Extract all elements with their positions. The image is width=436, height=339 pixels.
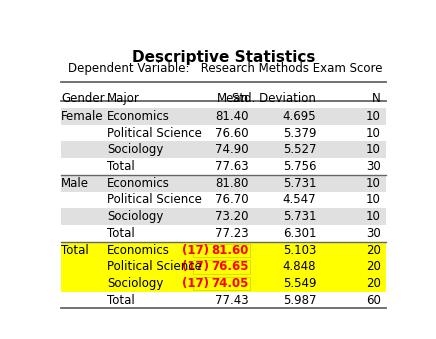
Bar (61, 108, 385, 125)
Text: 76.65: 76.65 (211, 260, 249, 273)
Bar (61, 242, 385, 258)
Bar (61, 292, 385, 308)
Text: 10: 10 (366, 143, 381, 156)
Text: Political Science: Political Science (107, 194, 202, 206)
Text: 30: 30 (366, 160, 381, 173)
Bar (61, 158, 385, 175)
Text: Major: Major (107, 92, 140, 104)
Text: Sociology: Sociology (107, 210, 163, 223)
Text: Economics: Economics (107, 110, 170, 123)
Text: Economics: Economics (107, 243, 170, 257)
Text: 5.527: 5.527 (283, 143, 317, 156)
Text: 10: 10 (366, 194, 381, 206)
Text: 81.80: 81.80 (215, 177, 249, 190)
Text: Female: Female (61, 110, 104, 123)
Bar (61, 208, 385, 225)
Text: Total: Total (107, 227, 135, 240)
Text: 10: 10 (366, 110, 381, 123)
Text: N: N (372, 92, 381, 104)
Text: 5.731: 5.731 (283, 210, 317, 223)
Text: Political Science: Political Science (107, 260, 202, 273)
Bar (193, 244, 250, 257)
Bar (61, 192, 385, 208)
Text: 76.60: 76.60 (215, 126, 249, 140)
Bar (193, 277, 250, 290)
Text: 77.43: 77.43 (215, 294, 249, 307)
Text: 10: 10 (366, 126, 381, 140)
Text: 77.63: 77.63 (215, 160, 249, 173)
Bar (193, 260, 250, 274)
Text: (17): (17) (182, 277, 209, 290)
Text: (17): (17) (182, 243, 209, 257)
Text: 6.301: 6.301 (283, 227, 317, 240)
Text: Sociology: Sociology (107, 277, 163, 290)
Text: Sociology: Sociology (107, 143, 163, 156)
Text: 4.547: 4.547 (283, 194, 317, 206)
Bar (61, 141, 385, 158)
Text: 20: 20 (366, 277, 381, 290)
Text: 4.848: 4.848 (283, 260, 317, 273)
Text: Mean: Mean (217, 92, 249, 104)
Text: 81.40: 81.40 (215, 110, 249, 123)
Text: Gender: Gender (61, 92, 105, 104)
Bar (61, 125, 385, 141)
Text: 74.05: 74.05 (211, 277, 249, 290)
Bar (61, 225, 385, 242)
Text: 77.23: 77.23 (215, 227, 249, 240)
Text: Dependent Variable:   Research Methods Exam Score: Dependent Variable: Research Methods Exa… (68, 62, 382, 75)
Text: 30: 30 (366, 227, 381, 240)
Text: 5.987: 5.987 (283, 294, 317, 307)
Text: 5.379: 5.379 (283, 126, 317, 140)
Text: 60: 60 (366, 294, 381, 307)
Text: Std. Deviation: Std. Deviation (232, 92, 317, 104)
Text: 5.549: 5.549 (283, 277, 317, 290)
Text: (17): (17) (182, 260, 209, 273)
Text: 10: 10 (366, 210, 381, 223)
Text: Male: Male (61, 177, 89, 190)
Text: 5.731: 5.731 (283, 177, 317, 190)
Text: 20: 20 (366, 243, 381, 257)
Text: 10: 10 (366, 177, 381, 190)
Text: 5.756: 5.756 (283, 160, 317, 173)
Text: Total: Total (107, 294, 135, 307)
Text: 5.103: 5.103 (283, 243, 317, 257)
Bar (61, 175, 385, 192)
Text: Total: Total (107, 160, 135, 173)
Text: Descriptive Statistics: Descriptive Statistics (132, 50, 315, 65)
Text: 73.20: 73.20 (215, 210, 249, 223)
Text: 81.60: 81.60 (211, 243, 249, 257)
Text: Economics: Economics (107, 177, 170, 190)
Text: 74.90: 74.90 (215, 143, 249, 156)
Text: Total: Total (61, 243, 89, 257)
Text: 20: 20 (366, 260, 381, 273)
Bar (61, 258, 385, 275)
Text: Political Science: Political Science (107, 126, 202, 140)
Text: 76.70: 76.70 (215, 194, 249, 206)
Text: 4.695: 4.695 (283, 110, 317, 123)
Bar (61, 275, 385, 292)
